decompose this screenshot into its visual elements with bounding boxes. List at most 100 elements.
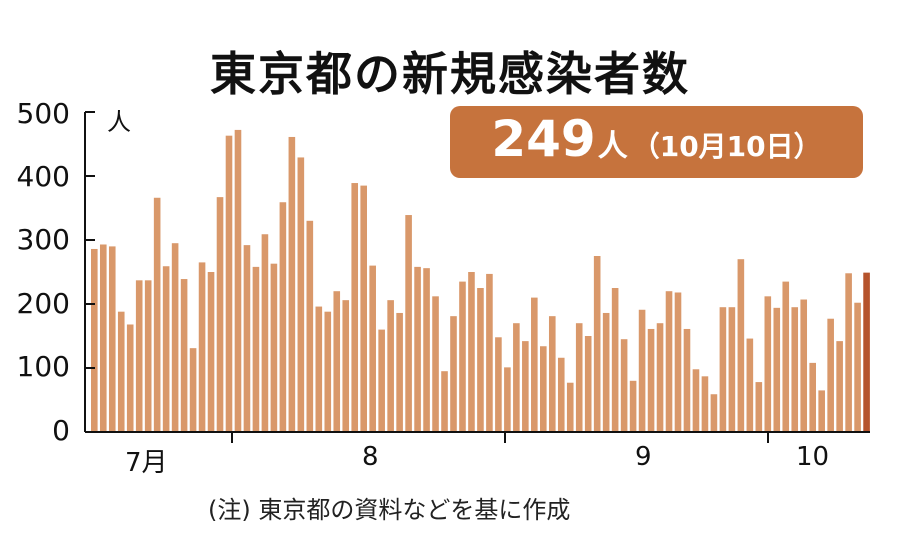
bar <box>746 338 754 432</box>
bar <box>773 307 781 432</box>
bar <box>611 288 619 432</box>
bar <box>504 367 511 432</box>
bar <box>144 280 152 432</box>
bar <box>234 129 242 433</box>
bar <box>288 136 296 432</box>
x-label-august: 8 <box>362 442 379 472</box>
bar <box>620 339 628 432</box>
y-tick-label: 500 <box>16 97 70 130</box>
bar <box>791 307 799 432</box>
bar <box>513 323 520 432</box>
bar <box>135 280 143 432</box>
bar <box>557 357 565 432</box>
bar <box>450 316 457 432</box>
bar <box>818 390 825 432</box>
bar <box>243 245 251 432</box>
bar <box>854 302 861 432</box>
latest-count-unit: 人 <box>597 129 628 164</box>
bar <box>737 259 745 432</box>
bar <box>117 311 125 432</box>
bar <box>378 329 385 432</box>
bar <box>692 369 700 432</box>
bar <box>674 292 682 432</box>
bar <box>369 265 376 432</box>
bar <box>809 362 816 432</box>
bar <box>629 380 637 432</box>
y-axis-unit-label: 人 <box>107 108 131 136</box>
bar <box>108 246 116 432</box>
bar <box>297 157 305 432</box>
bar <box>225 135 233 432</box>
bar <box>531 297 538 432</box>
bar <box>351 183 359 432</box>
bar <box>342 300 350 432</box>
bar <box>396 312 403 432</box>
bar <box>171 243 179 432</box>
bar <box>432 296 439 432</box>
bar <box>755 382 763 432</box>
bar <box>540 346 547 432</box>
y-tick-label: 0 <box>52 414 70 447</box>
bar <box>91 248 98 432</box>
bar <box>638 309 646 432</box>
bar <box>153 197 161 432</box>
bar <box>414 266 421 432</box>
bar <box>261 234 269 432</box>
bar <box>495 337 502 432</box>
bar <box>593 256 601 432</box>
bar <box>548 316 556 432</box>
bar <box>602 312 610 432</box>
bar <box>845 273 852 432</box>
bar <box>522 341 529 432</box>
bar <box>405 215 412 432</box>
bar <box>800 299 808 432</box>
bar <box>333 291 341 432</box>
bar <box>486 273 493 432</box>
source-note: (注) 東京都の資料などを基に作成 <box>208 496 571 524</box>
x-label-october: 10 <box>796 442 830 472</box>
bar <box>306 220 314 432</box>
latest-count-badge: 249 人 （10月10日） <box>450 106 863 178</box>
bar <box>719 307 727 432</box>
bar <box>782 281 790 432</box>
bar <box>270 263 278 432</box>
bar <box>665 291 673 432</box>
bar <box>216 197 224 432</box>
bar <box>477 288 484 432</box>
x-label-september: 9 <box>635 442 652 472</box>
bar <box>683 328 691 432</box>
bar <box>836 341 843 432</box>
bar-latest <box>863 272 870 432</box>
bar <box>189 348 197 432</box>
bar <box>324 311 332 432</box>
y-tick-label: 100 <box>16 350 70 383</box>
bar <box>252 266 260 432</box>
y-tick-label: 200 <box>16 287 70 320</box>
bar <box>656 323 664 432</box>
bar <box>423 268 430 432</box>
bar <box>468 272 475 432</box>
bar <box>180 279 188 432</box>
bar <box>710 394 718 432</box>
bar <box>566 382 574 432</box>
x-label-july: 7月 <box>125 448 168 478</box>
latest-count-date: （10月10日） <box>631 130 822 163</box>
bar <box>701 376 709 432</box>
bar <box>198 262 206 432</box>
bar <box>207 272 215 432</box>
bar <box>387 300 394 432</box>
latest-count-value: 249 <box>491 110 596 168</box>
bar <box>575 323 583 432</box>
bar <box>315 306 323 432</box>
bar <box>126 324 134 432</box>
bar <box>764 296 772 432</box>
bar <box>99 244 107 432</box>
y-tick-label: 300 <box>16 223 70 256</box>
bar <box>647 328 655 432</box>
bar <box>162 266 170 432</box>
bar <box>360 185 367 432</box>
bar <box>459 281 466 432</box>
bar <box>441 371 448 432</box>
y-tick-label: 400 <box>16 160 70 193</box>
